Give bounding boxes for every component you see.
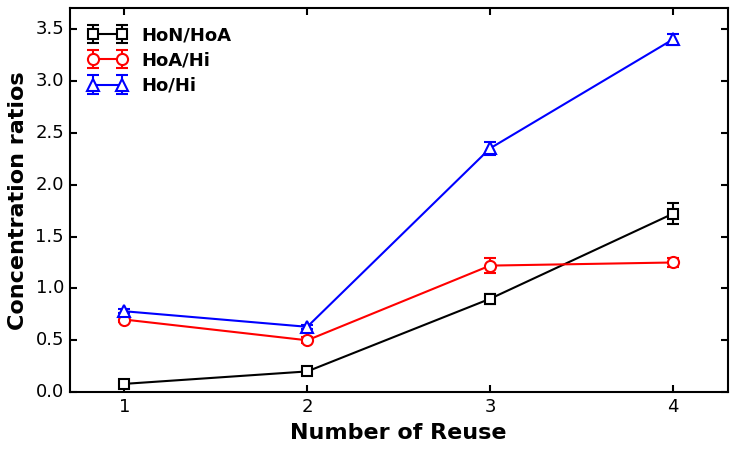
Legend: HoN/HoA, HoA/Hi, Ho/Hi: HoN/HoA, HoA/Hi, Ho/Hi (79, 17, 241, 104)
X-axis label: Number of Reuse: Number of Reuse (291, 423, 507, 443)
Y-axis label: Concentration ratios: Concentration ratios (8, 71, 28, 330)
